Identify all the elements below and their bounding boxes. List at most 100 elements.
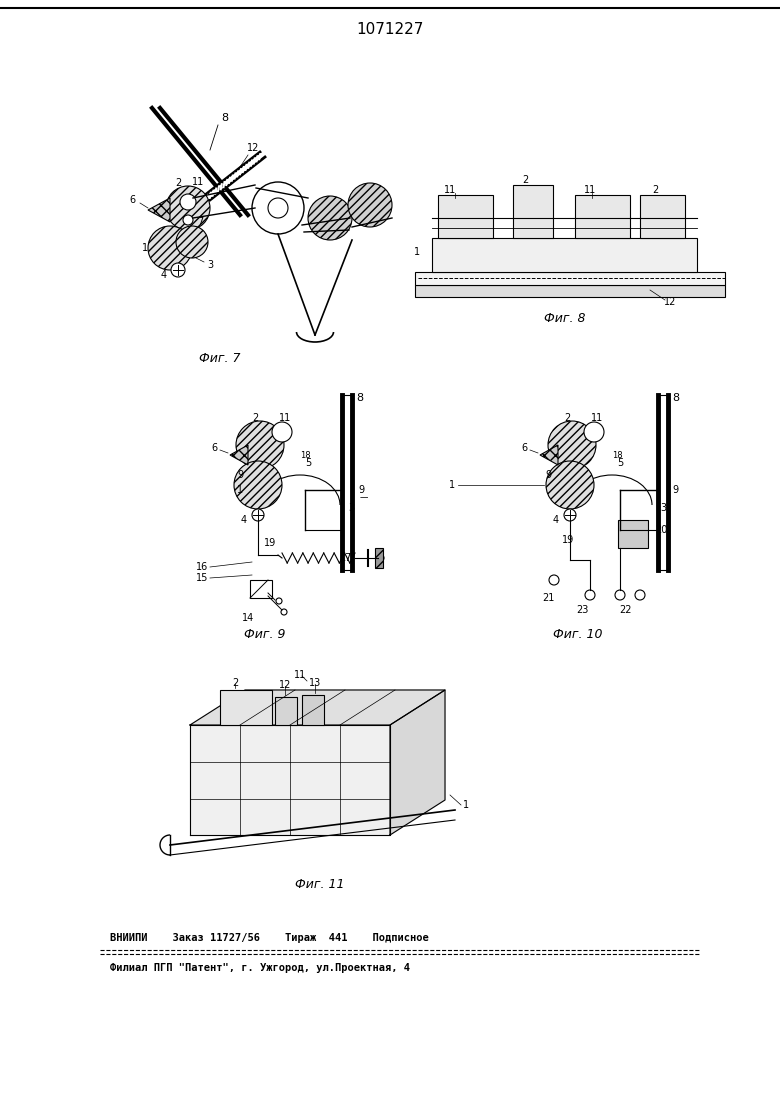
Circle shape [236, 421, 284, 469]
Text: 3: 3 [207, 260, 213, 270]
Polygon shape [390, 690, 445, 835]
Text: Фиг. 10: Фиг. 10 [553, 629, 603, 642]
Text: 8: 8 [672, 393, 679, 403]
Bar [275, 697, 297, 725]
Circle shape [148, 226, 192, 270]
Polygon shape [190, 690, 445, 725]
Text: 9: 9 [545, 470, 551, 480]
Text: 6: 6 [521, 443, 527, 453]
Circle shape [281, 609, 287, 615]
Text: 8: 8 [356, 393, 363, 403]
Text: 3: 3 [660, 503, 666, 513]
Text: 2: 2 [252, 413, 258, 422]
Circle shape [548, 421, 596, 469]
Bar [438, 195, 493, 238]
Bar [375, 548, 383, 568]
Text: 11: 11 [591, 413, 603, 422]
Bar [302, 695, 324, 725]
Text: 5: 5 [617, 458, 623, 468]
Polygon shape [148, 199, 170, 222]
Circle shape [585, 590, 595, 600]
Text: 1: 1 [142, 243, 148, 253]
Text: 11: 11 [192, 176, 204, 188]
Circle shape [584, 422, 604, 442]
Text: 12: 12 [246, 143, 259, 153]
Text: 11: 11 [444, 185, 456, 195]
Text: Фиг. 11: Фиг. 11 [296, 878, 345, 891]
Bar [220, 690, 272, 725]
Circle shape [183, 215, 193, 225]
Circle shape [176, 226, 208, 258]
Text: 2: 2 [652, 185, 658, 195]
Circle shape [615, 590, 625, 600]
Bar [415, 285, 725, 297]
Text: 12: 12 [664, 297, 676, 307]
Text: 23: 23 [576, 606, 588, 615]
Bar [415, 272, 725, 285]
Text: 7: 7 [197, 217, 203, 227]
Circle shape [171, 263, 185, 277]
Circle shape [635, 590, 645, 600]
Text: 13: 13 [309, 678, 321, 688]
Text: 9: 9 [237, 470, 243, 480]
Bar [640, 195, 685, 238]
Text: 4: 4 [161, 270, 167, 280]
Text: 17: 17 [340, 553, 353, 563]
Circle shape [308, 196, 352, 240]
Text: 1: 1 [237, 485, 243, 495]
Text: 11: 11 [294, 670, 306, 681]
Text: 2: 2 [175, 178, 181, 188]
Text: 18: 18 [612, 450, 622, 460]
Text: Филиал ПГП "Патент", г. Ужгород, ул.Проектная, 4: Филиал ПГП "Патент", г. Ужгород, ул.Прое… [110, 963, 410, 973]
Bar [575, 195, 630, 238]
Text: 4: 4 [553, 515, 559, 525]
Text: 4: 4 [241, 515, 247, 525]
Text: 1071227: 1071227 [356, 22, 424, 38]
Circle shape [564, 508, 576, 521]
Text: Фиг. 7: Фиг. 7 [199, 352, 241, 364]
Text: 6: 6 [211, 443, 217, 453]
Text: 18: 18 [300, 450, 310, 460]
Text: 19: 19 [562, 535, 574, 545]
Text: Фиг. 8: Фиг. 8 [544, 311, 586, 324]
Polygon shape [230, 445, 248, 465]
Circle shape [272, 422, 292, 442]
Circle shape [549, 575, 559, 585]
Circle shape [276, 598, 282, 604]
Text: 19: 19 [264, 538, 276, 548]
Circle shape [268, 199, 288, 218]
Text: 14: 14 [242, 613, 254, 623]
Bar [658, 395, 668, 570]
Circle shape [376, 554, 384, 563]
Text: —: — [360, 493, 368, 503]
Text: 9: 9 [672, 485, 678, 495]
Bar [342, 395, 352, 570]
Text: 11: 11 [279, 413, 291, 422]
Text: ВНИИПИ    Заказ 11727/56    Тираж  441    Подписное: ВНИИПИ Заказ 11727/56 Тираж 441 Подписно… [110, 933, 429, 943]
Bar [618, 520, 648, 548]
Text: 21: 21 [542, 593, 554, 603]
Text: 1: 1 [463, 800, 469, 810]
Bar [250, 580, 272, 598]
Text: 1: 1 [414, 247, 420, 257]
Text: 2: 2 [564, 413, 570, 422]
Text: 22: 22 [619, 606, 631, 615]
Text: 15: 15 [196, 572, 208, 583]
Circle shape [252, 508, 264, 521]
Polygon shape [190, 725, 390, 835]
Text: 16: 16 [196, 563, 208, 572]
Circle shape [252, 182, 304, 234]
Text: 3: 3 [348, 503, 354, 513]
Text: 11: 11 [584, 185, 596, 195]
Bar [432, 238, 697, 272]
Text: 6: 6 [129, 195, 135, 205]
Text: 2: 2 [522, 175, 528, 185]
Circle shape [234, 461, 282, 508]
Text: 1: 1 [448, 480, 455, 490]
Text: 12: 12 [278, 681, 291, 690]
Text: 2: 2 [232, 678, 238, 688]
Text: Фиг. 9: Фиг. 9 [244, 629, 285, 642]
Text: 8: 8 [222, 113, 229, 124]
Text: 9: 9 [358, 485, 364, 495]
Circle shape [166, 186, 210, 231]
